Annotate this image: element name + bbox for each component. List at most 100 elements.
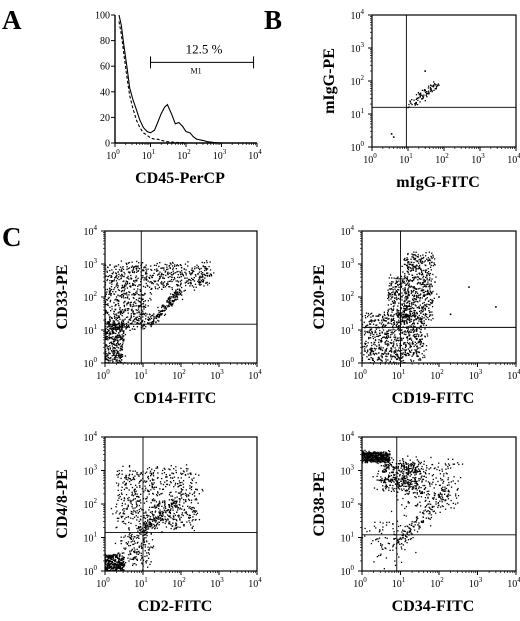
event-dot bbox=[125, 474, 127, 477]
event-dot bbox=[136, 473, 138, 475]
event-dot bbox=[153, 272, 155, 274]
event-dot bbox=[367, 460, 369, 463]
event-dot bbox=[140, 472, 142, 475]
event-dot bbox=[114, 560, 117, 562]
event-dot bbox=[412, 312, 414, 314]
event-dot bbox=[407, 291, 409, 293]
event-dot bbox=[185, 464, 188, 466]
event-population bbox=[385, 274, 411, 327]
event-dot bbox=[201, 274, 204, 276]
event-dot bbox=[187, 505, 189, 507]
event-dot bbox=[424, 299, 426, 301]
event-dot bbox=[158, 505, 160, 507]
event-dot bbox=[112, 341, 114, 343]
event-dot bbox=[386, 339, 388, 342]
event-dot bbox=[407, 348, 409, 350]
event-dot bbox=[370, 352, 372, 354]
x-tick-exponent: 4 bbox=[517, 152, 520, 160]
event-dot bbox=[401, 360, 403, 362]
event-dot bbox=[364, 342, 366, 344]
event-dot bbox=[140, 479, 142, 482]
event-dot bbox=[406, 321, 408, 323]
event-dot bbox=[136, 471, 138, 474]
event-dot bbox=[171, 261, 174, 264]
event-dot bbox=[116, 568, 118, 570]
event-dot bbox=[149, 470, 152, 472]
event-dot bbox=[116, 344, 118, 347]
x-tick-exponent: 0 bbox=[116, 148, 120, 156]
event-dot bbox=[144, 300, 146, 302]
event-dot bbox=[193, 507, 195, 509]
event-dot bbox=[409, 312, 411, 315]
event-dot bbox=[403, 300, 405, 302]
event-dot bbox=[203, 273, 205, 275]
event-dot bbox=[127, 325, 129, 328]
event-dot bbox=[199, 284, 201, 286]
event-dot bbox=[119, 566, 121, 568]
event-dot bbox=[192, 525, 194, 528]
event-dot bbox=[107, 322, 109, 324]
event-dot bbox=[152, 475, 155, 477]
event-dot bbox=[420, 309, 422, 312]
event-dot bbox=[427, 87, 430, 89]
event-dot bbox=[133, 312, 135, 315]
x-tick-exponent: 2 bbox=[187, 148, 191, 156]
event-dot bbox=[416, 322, 419, 324]
event-dot bbox=[113, 569, 115, 571]
event-dot bbox=[373, 320, 375, 322]
event-dot bbox=[396, 326, 398, 328]
event-dot bbox=[158, 315, 161, 317]
event-dot bbox=[115, 273, 117, 275]
event-dot bbox=[365, 312, 368, 314]
event-dot bbox=[146, 560, 148, 562]
event-dot bbox=[176, 500, 178, 502]
event-dot bbox=[186, 280, 188, 282]
x-tick-exponent: 4 bbox=[517, 576, 520, 584]
event-dot bbox=[162, 276, 164, 278]
y-tick-label: 103 bbox=[341, 257, 355, 271]
event-dot bbox=[116, 283, 118, 285]
event-dot bbox=[174, 482, 177, 484]
event-dot bbox=[109, 337, 111, 340]
event-dot bbox=[112, 351, 114, 353]
event-dot bbox=[120, 295, 122, 297]
event-dot bbox=[153, 319, 155, 321]
event-dot bbox=[139, 485, 141, 487]
event-dot bbox=[143, 301, 145, 303]
event-dot bbox=[114, 555, 117, 558]
event-dot bbox=[106, 311, 108, 314]
event-dot bbox=[432, 254, 434, 256]
x-tick-exponent: 1 bbox=[152, 148, 156, 156]
event-dot bbox=[115, 554, 117, 556]
event-dot bbox=[127, 296, 129, 298]
event-dot bbox=[145, 264, 147, 266]
event-dot bbox=[123, 513, 126, 515]
event-dot bbox=[144, 533, 146, 535]
event-dot bbox=[123, 301, 126, 303]
event-dot bbox=[428, 273, 430, 275]
event-dot bbox=[107, 345, 110, 348]
event-dot bbox=[144, 305, 146, 308]
event-dot bbox=[152, 547, 154, 549]
event-dot bbox=[120, 542, 122, 545]
event-dot bbox=[180, 290, 182, 292]
event-dot bbox=[105, 568, 108, 570]
event-dot bbox=[135, 537, 138, 539]
event-dot bbox=[144, 517, 147, 520]
event-dot bbox=[136, 548, 138, 550]
event-dot bbox=[420, 341, 422, 344]
event-dot bbox=[176, 265, 178, 267]
event-dot bbox=[404, 330, 406, 332]
event-dot bbox=[133, 490, 135, 492]
event-dot bbox=[414, 312, 416, 315]
x-tick-base: 10 bbox=[507, 155, 517, 166]
event-dot bbox=[164, 500, 166, 502]
event-dot bbox=[384, 352, 386, 354]
event-dot bbox=[368, 332, 370, 334]
event-dot bbox=[198, 474, 200, 476]
event-dot bbox=[132, 495, 134, 497]
event-dot bbox=[421, 338, 423, 340]
event-dot bbox=[164, 506, 166, 508]
outlier-dot bbox=[495, 306, 497, 308]
event-dot bbox=[157, 274, 159, 276]
